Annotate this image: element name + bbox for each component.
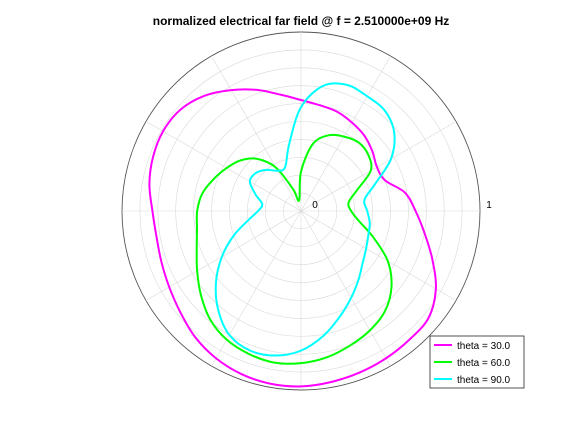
series-line-theta-90-0	[214, 82, 396, 357]
r-tick-label-1: 1	[486, 200, 492, 211]
series-layer	[148, 82, 437, 388]
legend: theta = 30.0 theta = 60.0 theta = 90.0	[429, 335, 525, 389]
radial-tick-labels: 0 1	[312, 200, 492, 211]
legend-label-theta-30: theta = 30.0	[457, 341, 511, 352]
series-line-theta-30-0	[148, 88, 437, 388]
r-tick-label-0: 0	[312, 200, 318, 211]
series-line-theta-60-0	[195, 133, 393, 365]
chart-title: normalized electrical far field @ f = 2.…	[153, 14, 450, 28]
legend-label-theta-90: theta = 90.0	[457, 375, 511, 386]
grid-spoke	[145, 121, 457, 301]
legend-label-theta-60: theta = 60.0	[457, 358, 511, 369]
